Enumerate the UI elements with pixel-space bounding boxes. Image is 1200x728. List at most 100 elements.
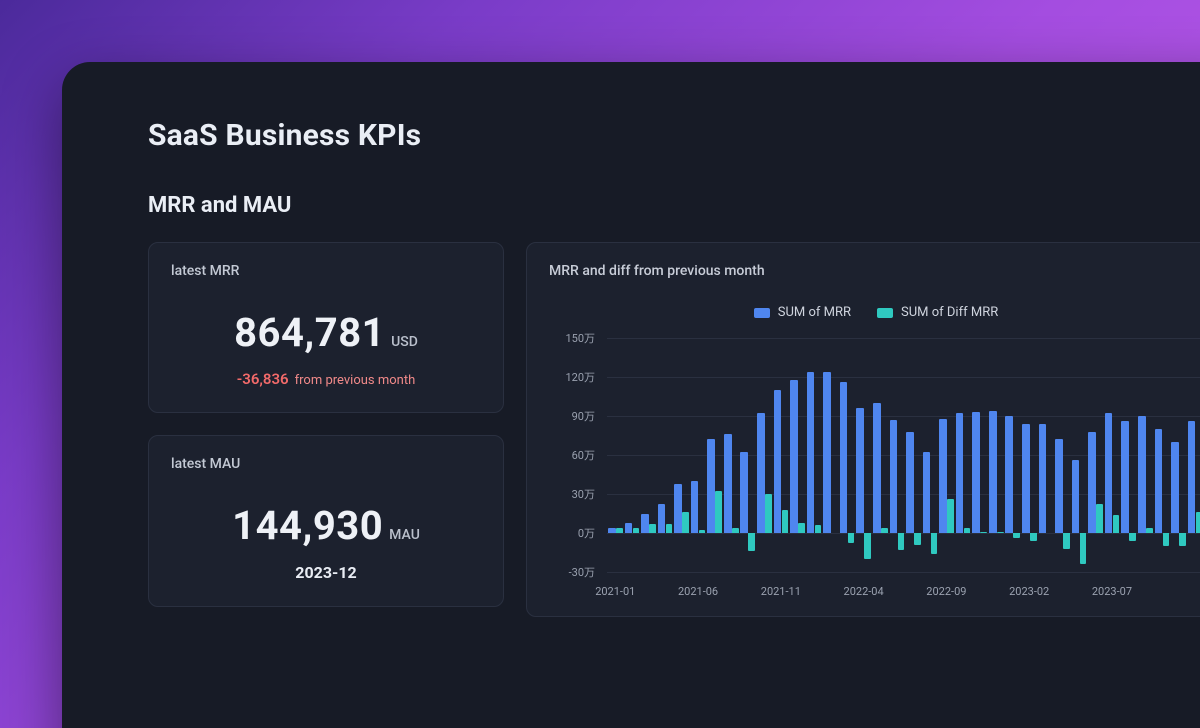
x-tick-label: 2021-06 bbox=[678, 585, 718, 598]
bar-group bbox=[607, 338, 624, 572]
bar-group bbox=[740, 338, 757, 572]
bar-mrr bbox=[1105, 413, 1113, 533]
bar-mrr bbox=[873, 403, 881, 533]
bar-diff bbox=[782, 510, 789, 533]
legend-swatch-mrr bbox=[754, 308, 770, 318]
bar-mrr bbox=[774, 390, 782, 533]
bar-mrr bbox=[1005, 416, 1013, 533]
chart-card-mrr-diff: MRR and diff from previous month SUM of … bbox=[526, 242, 1200, 617]
kpi-mau-value-row: 144,930MAU bbox=[171, 502, 481, 549]
legend-label-mrr: SUM of MRR bbox=[778, 305, 851, 320]
kpi-mrr-delta-row: -36,836from previous month bbox=[171, 370, 481, 388]
x-tick-label: 2023-07 bbox=[1092, 585, 1132, 598]
bar-mrr bbox=[1072, 460, 1080, 533]
kpi-column: latest MRR 864,781 USD -36,836from previo… bbox=[148, 242, 504, 607]
bar-mrr bbox=[906, 432, 914, 533]
bar-group bbox=[1087, 338, 1104, 572]
dashboard-panel: SaaS Business KPIs MRR and MAU latest MR… bbox=[62, 62, 1200, 728]
bar-group bbox=[1120, 338, 1137, 572]
chart-bars bbox=[607, 338, 1200, 572]
bar-mrr bbox=[625, 523, 633, 533]
bar-mrr bbox=[757, 413, 765, 533]
kpi-mrr-unit: USD bbox=[391, 334, 418, 350]
bar-diff bbox=[1080, 533, 1087, 564]
y-tick-label: 120万 bbox=[565, 369, 595, 385]
bar-group bbox=[706, 338, 723, 572]
bar-mrr bbox=[691, 481, 699, 533]
bar-group bbox=[1038, 338, 1055, 572]
kpi-mrr-value-row: 864,781 USD bbox=[171, 309, 481, 356]
bar-mrr bbox=[856, 408, 864, 533]
bar-mrr bbox=[608, 528, 616, 533]
y-tick-label: 60万 bbox=[572, 447, 595, 463]
bar-diff bbox=[997, 532, 1004, 533]
bar-diff bbox=[815, 525, 822, 533]
bar-mrr bbox=[1188, 421, 1196, 533]
bar-mrr bbox=[674, 484, 682, 533]
bar-diff bbox=[1030, 533, 1037, 541]
bar-diff bbox=[1096, 504, 1103, 533]
bar-group bbox=[1187, 338, 1200, 572]
bar-mrr bbox=[989, 411, 997, 533]
bar-group bbox=[822, 338, 839, 572]
page-title: SaaS Business KPIs bbox=[148, 118, 1200, 153]
content-grid: latest MRR 864,781 USD -36,836from previo… bbox=[148, 242, 1200, 617]
bar-diff bbox=[1063, 533, 1070, 549]
y-tick-label: 0万 bbox=[578, 525, 595, 541]
bar-mrr bbox=[740, 452, 748, 533]
bar-diff bbox=[616, 528, 623, 533]
x-tick-label: 2023-02 bbox=[1009, 585, 1049, 598]
bar-group bbox=[839, 338, 856, 572]
kpi-mrr-title: latest MRR bbox=[171, 263, 481, 279]
bar-diff bbox=[980, 532, 987, 533]
bar-diff bbox=[1113, 515, 1120, 533]
bar-diff bbox=[848, 533, 855, 543]
bar-diff bbox=[748, 533, 755, 551]
bar-mrr bbox=[1121, 421, 1129, 533]
legend-item-diff: SUM of Diff MRR bbox=[877, 305, 998, 320]
bar-diff bbox=[931, 533, 938, 554]
bar-mrr bbox=[1055, 439, 1063, 533]
bar-group bbox=[1005, 338, 1022, 572]
bar-group bbox=[872, 338, 889, 572]
kpi-mau-unit: MAU bbox=[389, 527, 420, 543]
bar-group bbox=[1154, 338, 1171, 572]
y-tick-label: 30万 bbox=[572, 486, 595, 502]
bar-group bbox=[624, 338, 641, 572]
bar-mrr bbox=[840, 382, 848, 533]
bar-diff bbox=[1196, 512, 1200, 533]
bar-mrr bbox=[790, 380, 798, 533]
bar-group bbox=[1170, 338, 1187, 572]
bar-mrr bbox=[707, 439, 715, 533]
bar-group bbox=[922, 338, 939, 572]
bar-mrr bbox=[890, 420, 898, 533]
legend-item-mrr: SUM of MRR bbox=[754, 305, 851, 320]
bar-mrr bbox=[823, 372, 831, 533]
bar-group bbox=[855, 338, 872, 572]
bar-diff bbox=[881, 528, 888, 533]
bar-group bbox=[889, 338, 906, 572]
bar-group bbox=[773, 338, 790, 572]
bar-mrr bbox=[641, 514, 649, 533]
bar-diff bbox=[1146, 528, 1153, 533]
bar-diff bbox=[699, 530, 706, 533]
bar-group bbox=[938, 338, 955, 572]
bar-mrr bbox=[972, 412, 980, 533]
chart-title: MRR and diff from previous month bbox=[549, 263, 1200, 279]
bar-group bbox=[806, 338, 823, 572]
bar-diff bbox=[898, 533, 905, 550]
bar-group bbox=[905, 338, 922, 572]
bar-group bbox=[988, 338, 1005, 572]
kpi-mrr-delta-label: from previous month bbox=[295, 373, 416, 388]
y-tick-label: 150万 bbox=[565, 330, 595, 346]
bar-mrr bbox=[939, 419, 947, 533]
bar-diff bbox=[649, 524, 656, 533]
x-tick-label: 2022-09 bbox=[926, 585, 966, 598]
bar-group bbox=[657, 338, 674, 572]
bar-group bbox=[789, 338, 806, 572]
kpi-mrr-value: 864,781 bbox=[234, 309, 385, 356]
chart-legend: SUM of MRR SUM of Diff MRR bbox=[549, 305, 1200, 320]
bar-group bbox=[673, 338, 690, 572]
bar-diff bbox=[765, 494, 772, 533]
bar-diff bbox=[715, 491, 722, 533]
